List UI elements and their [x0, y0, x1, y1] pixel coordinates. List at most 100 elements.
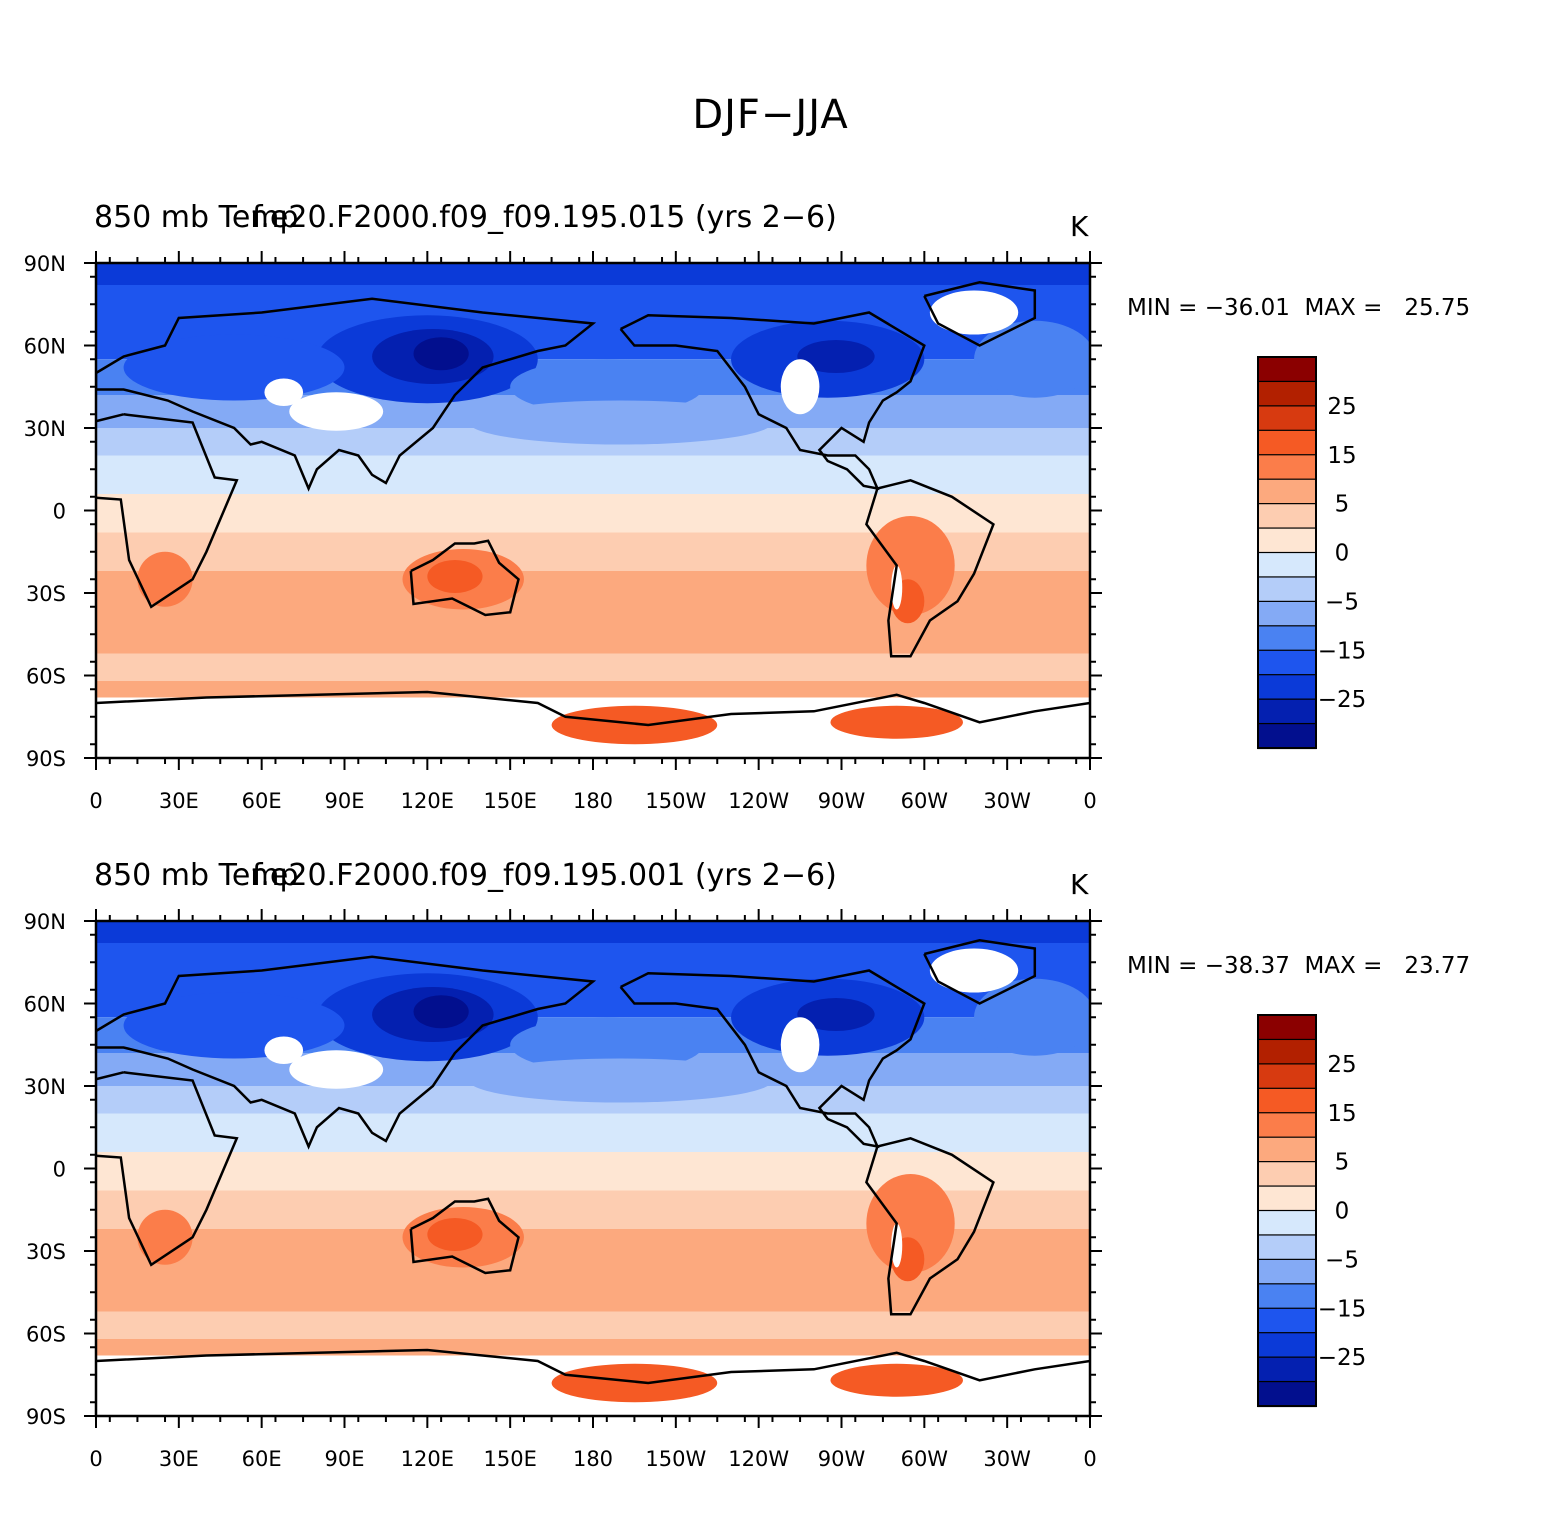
missing-data-mask: [264, 378, 304, 406]
colorbar: 25 15 5 0 −5 −15 −25: [1257, 356, 1367, 750]
coastline: [865, 1136, 995, 1316]
colorbar-swatch: [1257, 478, 1317, 505]
colorbar-swatch: [1257, 356, 1317, 383]
shade-band: [96, 455, 1090, 494]
contour-blob: [797, 340, 875, 373]
lat-tick-label: 0: [53, 1158, 66, 1182]
lat-tick-label: 30S: [26, 1240, 66, 1264]
case-title: f.e20.F2000.f09_f09.195.001 (yrs 2−6): [252, 858, 837, 893]
map-field: [96, 263, 1090, 758]
shade-band: [96, 653, 1090, 681]
min-max-label: MIN = −36.01 MAX = 25.75: [1127, 295, 1470, 321]
contour-blob: [413, 995, 469, 1029]
coastlines: [96, 281, 1090, 727]
variable-title: 850 mb Temp: [94, 858, 299, 893]
max-value: MAX = 23.77: [1304, 953, 1471, 979]
colorbar-label: −5: [1325, 1247, 1359, 1273]
lon-tick-label: 90E: [325, 789, 365, 813]
colorbar-label: 25: [1327, 1052, 1356, 1078]
colorbar-label: −25: [1318, 687, 1367, 713]
colorbar-swatch: [1257, 1332, 1317, 1359]
shade-band: [96, 263, 1090, 285]
shade-band: [96, 494, 1090, 533]
contour-blob: [551, 1363, 718, 1403]
colorbar-swatch: [1257, 1307, 1317, 1334]
lat-tick-label: 90S: [26, 1405, 66, 1429]
colorbar-swatch: [1257, 600, 1317, 627]
map-plot-2: 90N 60N 30N 0 30S 60S 90S 0 30E 60E 90E 120E 150E 180…: [24, 909, 1367, 1471]
contour-blob: [510, 359, 704, 415]
colorbar-swatch: [1257, 429, 1317, 456]
contour-blob: [413, 337, 469, 371]
colorbar-label: −15: [1318, 638, 1367, 664]
min-max-label: MIN = −38.37 MAX = 23.77: [1127, 953, 1470, 979]
colorbar-swatch: [1257, 1234, 1317, 1261]
case-title: f.e20.F2000.f09_f09.195.015 (yrs 2−6): [252, 200, 837, 235]
contour-blob: [123, 334, 345, 401]
shade-band: [96, 1339, 1090, 1356]
lon-tick-label: 150W: [645, 1447, 706, 1471]
units-label: K: [1070, 868, 1089, 901]
colorbar-label: −15: [1318, 1296, 1367, 1322]
min-value: MIN = −36.01: [1127, 295, 1290, 321]
contour-blob: [974, 320, 1090, 398]
colorbar-swatch: [1257, 405, 1317, 432]
colorbar-label: 0: [1335, 1199, 1350, 1225]
lon-tick-label: 120W: [728, 789, 789, 813]
coastline: [409, 1197, 520, 1275]
lon-tick-label: 90E: [325, 1447, 365, 1471]
missing-data-mask: [929, 290, 1019, 335]
contour-blob: [123, 992, 345, 1059]
coastline: [923, 281, 1037, 347]
lon-tick-label: 30E: [159, 789, 199, 813]
contour-blob: [866, 1174, 955, 1273]
map-plot-1: 90N 60N 30N 0 30S 60S 90S 0 30E 60E 90E 120E 150E 180…: [24, 251, 1367, 813]
coastline: [619, 969, 926, 1149]
colorbar-label: 5: [1335, 492, 1350, 518]
lon-tick-label: 150E: [483, 1447, 536, 1471]
colorbar-swatch: [1257, 1283, 1317, 1310]
map-field: [96, 921, 1090, 1416]
contour-blob: [830, 705, 963, 739]
coastline: [619, 311, 926, 491]
axis-ticks: [84, 251, 1102, 770]
colorbar-swatch: [1257, 1258, 1317, 1285]
colorbar-swatch: [1257, 1356, 1317, 1383]
lat-tick-label: 60N: [24, 993, 66, 1017]
contour-blob: [137, 551, 193, 607]
colorbar-swatch: [1257, 503, 1317, 530]
lon-tick-label: 60E: [242, 789, 282, 813]
colorbar-swatch: [1257, 1209, 1317, 1237]
lon-tick-label: 30E: [159, 1447, 199, 1471]
lat-tick-label: 60S: [26, 665, 66, 689]
contour-blob: [510, 1017, 704, 1073]
colorbar-swatch: [1257, 1087, 1317, 1114]
lon-tick-label: 30W: [983, 1447, 1031, 1471]
variable-title: 850 mb Temp: [94, 200, 299, 235]
lon-tick-label: 120E: [401, 1447, 454, 1471]
lat-tick-label: 30N: [24, 1075, 66, 1099]
lat-tick-label: 60N: [24, 335, 66, 359]
lat-tick-label: 60S: [26, 1323, 66, 1347]
contour-blob: [797, 998, 875, 1031]
contour-blob: [468, 400, 773, 445]
coastline: [409, 539, 520, 617]
colorbar-swatch: [1257, 1161, 1317, 1188]
lon-tick-label: 0: [1083, 789, 1096, 813]
coastline: [96, 1348, 1090, 1385]
lat-tick-label: 30N: [24, 417, 66, 441]
contour-blob: [974, 978, 1090, 1056]
coastline: [865, 478, 995, 658]
lat-tick-label: 90S: [26, 747, 66, 771]
lon-tick-label: 150E: [483, 789, 536, 813]
colorbar-swatch: [1257, 1014, 1317, 1041]
coastline: [96, 955, 597, 1150]
colorbar-swatch: [1257, 380, 1317, 407]
coastline: [923, 939, 1037, 1005]
min-value: MIN = −38.37: [1127, 953, 1290, 979]
lat-tick-label: 0: [53, 500, 66, 524]
lat-tick-label: 90N: [24, 910, 66, 934]
colorbar-label: −25: [1318, 1345, 1367, 1371]
colorbar-frame: [1257, 1014, 1317, 1407]
